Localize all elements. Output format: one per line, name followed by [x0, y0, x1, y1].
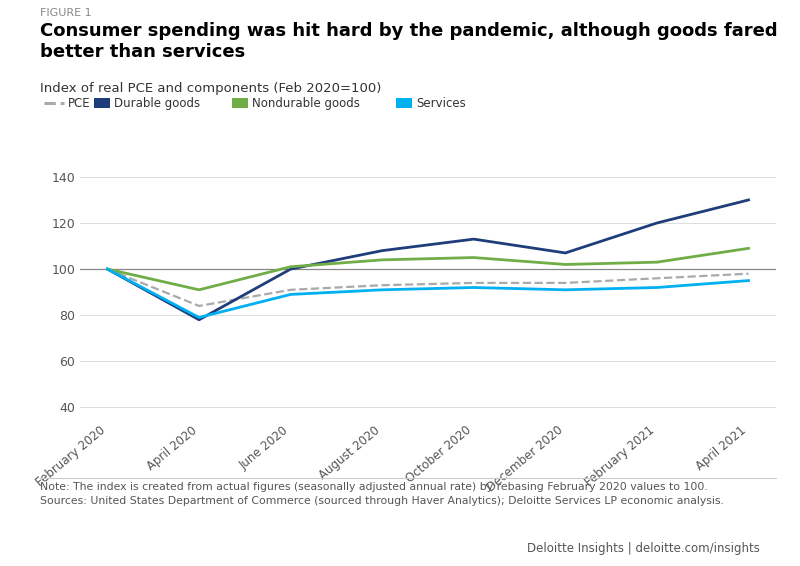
Text: Nondurable goods: Nondurable goods	[252, 97, 360, 109]
Text: Consumer spending was hit hard by the pandemic, although goods fared
better than: Consumer spending was hit hard by the pa…	[40, 22, 778, 61]
Text: Deloitte Insights | deloitte.com/insights: Deloitte Insights | deloitte.com/insight…	[527, 542, 760, 555]
Text: PCE: PCE	[68, 97, 90, 109]
Text: Durable goods: Durable goods	[114, 97, 201, 109]
Text: Index of real PCE and components (Feb 2020=100): Index of real PCE and components (Feb 20…	[40, 82, 382, 95]
Text: FIGURE 1: FIGURE 1	[40, 8, 92, 19]
Text: Note: The index is created from actual figures (seasonally adjusted annual rate): Note: The index is created from actual f…	[40, 482, 724, 506]
Text: Services: Services	[416, 97, 466, 109]
